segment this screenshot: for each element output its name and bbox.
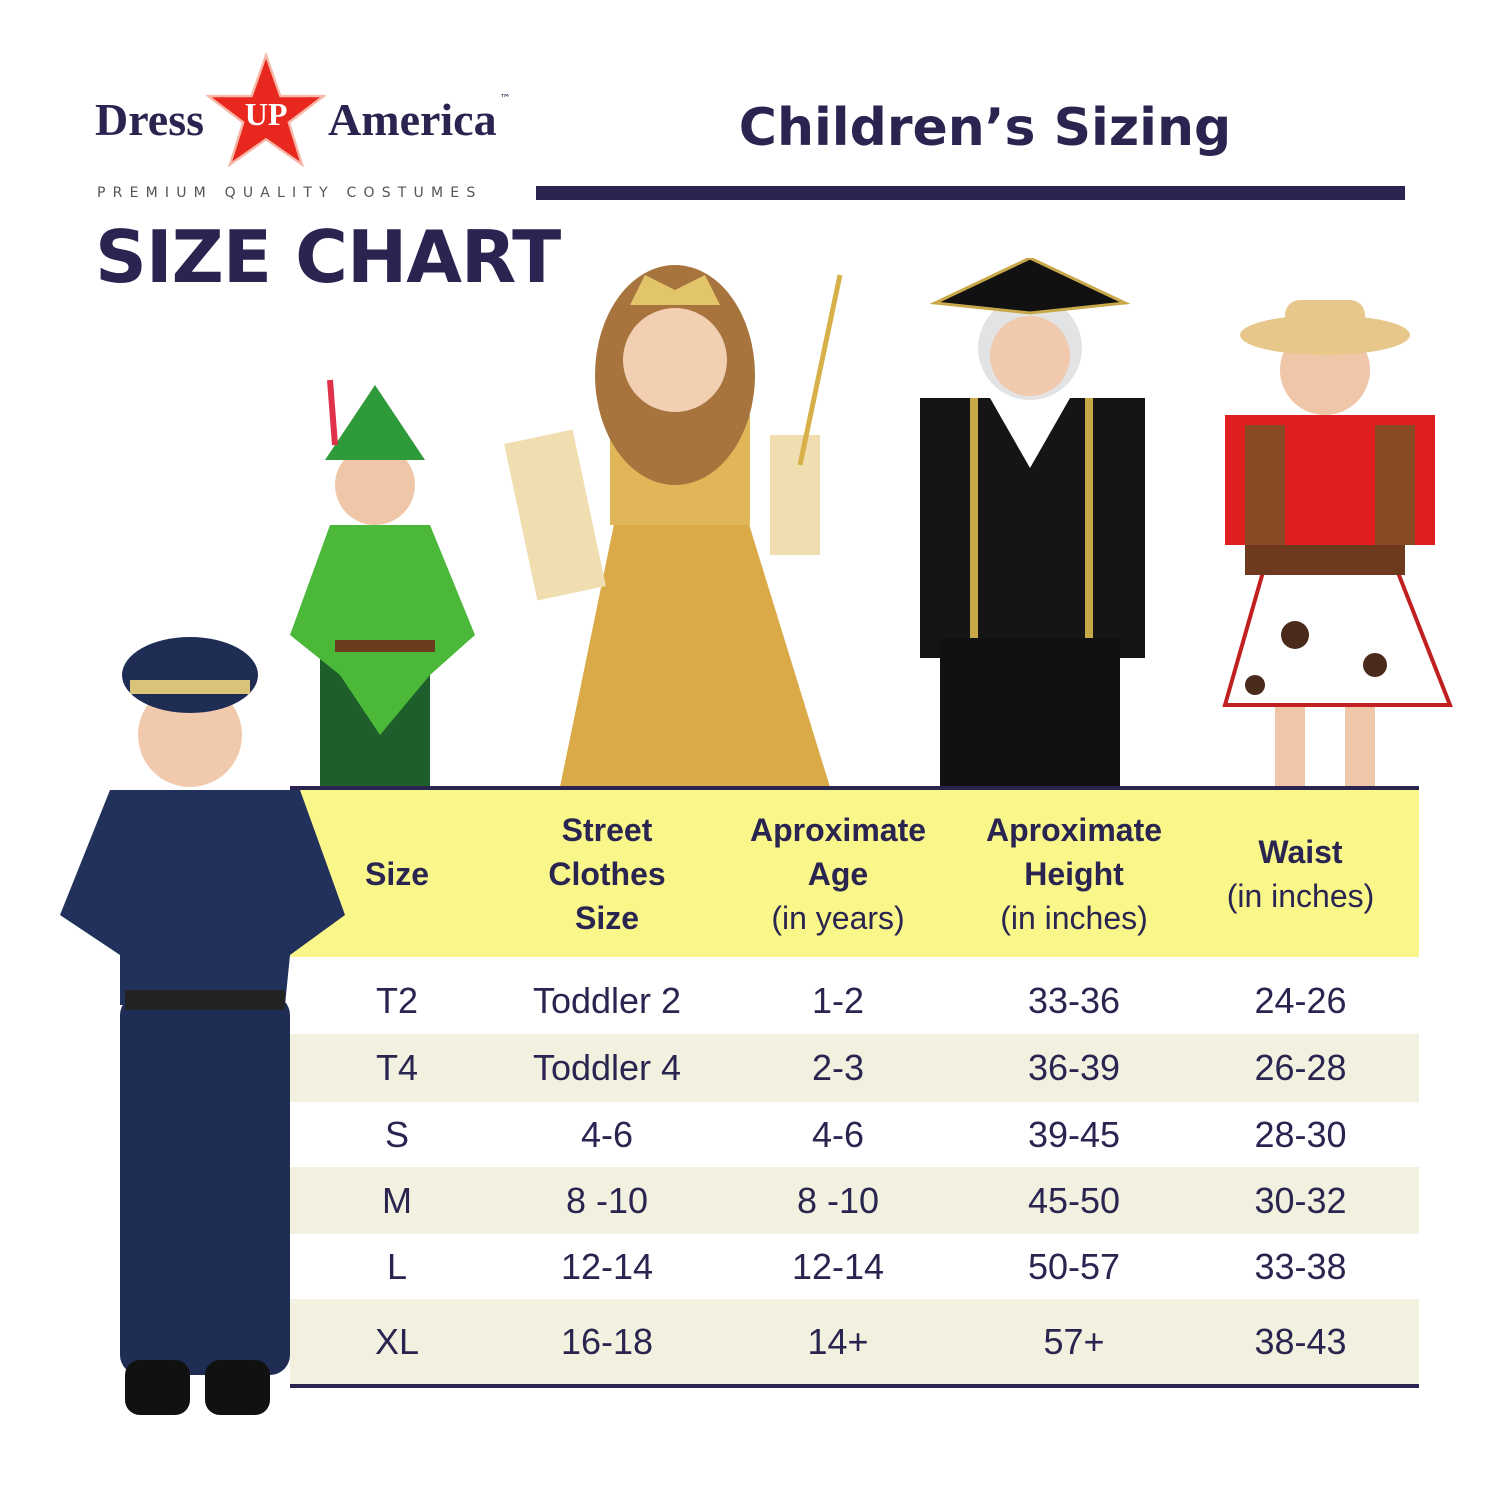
table-cell: 12-14 [560, 1245, 654, 1287]
table-cell: 39-45 [1027, 1113, 1121, 1155]
logo-star-text: UP [244, 95, 288, 132]
table-cell: 33-36 [1027, 980, 1121, 1021]
table-cell: 8 -10 [565, 1179, 649, 1221]
size-table: Size Street Clothes Size Aproximate Age … [290, 786, 1419, 1388]
table-cell: 28-30 [1254, 1113, 1347, 1155]
header-text: Aproximate [749, 811, 927, 848]
page-title: SIZE CHART [95, 215, 561, 299]
column-header-size: Size [290, 852, 504, 896]
logo-word-dress: Dress [95, 94, 205, 145]
trademark: ™ [499, 92, 511, 105]
column-header-waist: Waist (in inches) [1182, 830, 1419, 918]
table-cell: 8 -10 [796, 1179, 880, 1221]
column-header-street-size: Street Clothes Size [504, 808, 710, 940]
header-text: Size [574, 899, 640, 936]
princess-costume-photo [504, 265, 843, 787]
table-cell: 4-6 [811, 1113, 865, 1155]
table-cell: 57+ [1043, 1320, 1105, 1362]
title-divider [536, 186, 1405, 200]
logo-word-america: America [328, 94, 497, 145]
table-cell: T4 [375, 1047, 418, 1088]
header-unit: (in inches) [1226, 877, 1375, 914]
table-cell: 33-38 [1254, 1245, 1347, 1287]
table-row: T4 Toddler 4 2-3 36-39 26-28 [290, 1034, 1419, 1102]
table-cell: S [384, 1113, 409, 1155]
table-cell: 36-39 [1027, 1047, 1121, 1088]
column-header-height: Aproximate Height (in inches) [966, 808, 1182, 940]
table-cell: L [386, 1245, 408, 1287]
header-unit: (in inches) [1000, 899, 1148, 936]
column-header-age: Aproximate Age (in years) [710, 808, 966, 940]
table-cell: 16-18 [560, 1320, 654, 1362]
table-bottom-border [290, 1384, 1419, 1388]
police-costume-photo [60, 637, 345, 1415]
table-cell: 26-28 [1254, 1047, 1347, 1088]
table-row: L 12-14 12-14 50-57 33-38 [290, 1234, 1419, 1299]
table-row: XL 16-18 14+ 57+ 38-43 [290, 1299, 1419, 1384]
cowgirl-costume-photo [1222, 300, 1453, 787]
table-cell: 38-43 [1254, 1320, 1347, 1362]
table-cell: 12-14 [791, 1245, 885, 1287]
header-text: Street [561, 811, 653, 848]
header-text: Age [807, 855, 869, 892]
table-cell: 30-32 [1254, 1179, 1347, 1221]
table-cell: 1-2 [811, 980, 865, 1021]
table-cell: 24-26 [1254, 980, 1347, 1021]
table-row: S 4-6 4-6 39-45 28-30 [290, 1102, 1419, 1167]
table-cell: 2-3 [811, 1047, 865, 1088]
star-icon [206, 51, 327, 168]
table-cell: 45-50 [1027, 1179, 1121, 1221]
table-cell: 4-6 [580, 1113, 634, 1155]
header-text: Clothes [548, 855, 666, 892]
logo-star: UP [206, 48, 327, 173]
section-title: Children’s Sizing [738, 98, 1232, 158]
header-unit: (in years) [771, 899, 905, 936]
table-row: T2 Toddler 2 1-2 33-36 24-26 [290, 968, 1419, 1034]
tagline: PREMIUM QUALITY COSTUMES [97, 185, 483, 201]
table-cell: XL [374, 1320, 420, 1362]
header-text: Height [1024, 855, 1124, 892]
table-cell: T2 [375, 980, 418, 1021]
brand-logo: Dress UP America ™ [95, 40, 511, 180]
header-text: Size [364, 855, 430, 892]
table-header-row: Size Street Clothes Size Aproximate Age … [290, 790, 1419, 957]
header-text: Aproximate [985, 811, 1163, 848]
table-cell: Toddler 4 [532, 1047, 682, 1088]
table-body: T2 Toddler 2 1-2 33-36 24-26 T4 Toddler 4 2-3 36… [290, 968, 1419, 1384]
colonial-costume-photo [920, 258, 1145, 787]
table-cell: M [382, 1179, 412, 1221]
table-top-border [290, 786, 1419, 790]
table-cell: 14+ [807, 1320, 869, 1362]
peter-pan-costume-photo [290, 379, 475, 787]
table-row: M 8 -10 8 -10 45-50 30-32 [290, 1167, 1419, 1234]
header-text: Waist [1258, 833, 1343, 870]
table-cell: 50-57 [1027, 1245, 1121, 1287]
table-cell: Toddler 2 [532, 980, 682, 1021]
